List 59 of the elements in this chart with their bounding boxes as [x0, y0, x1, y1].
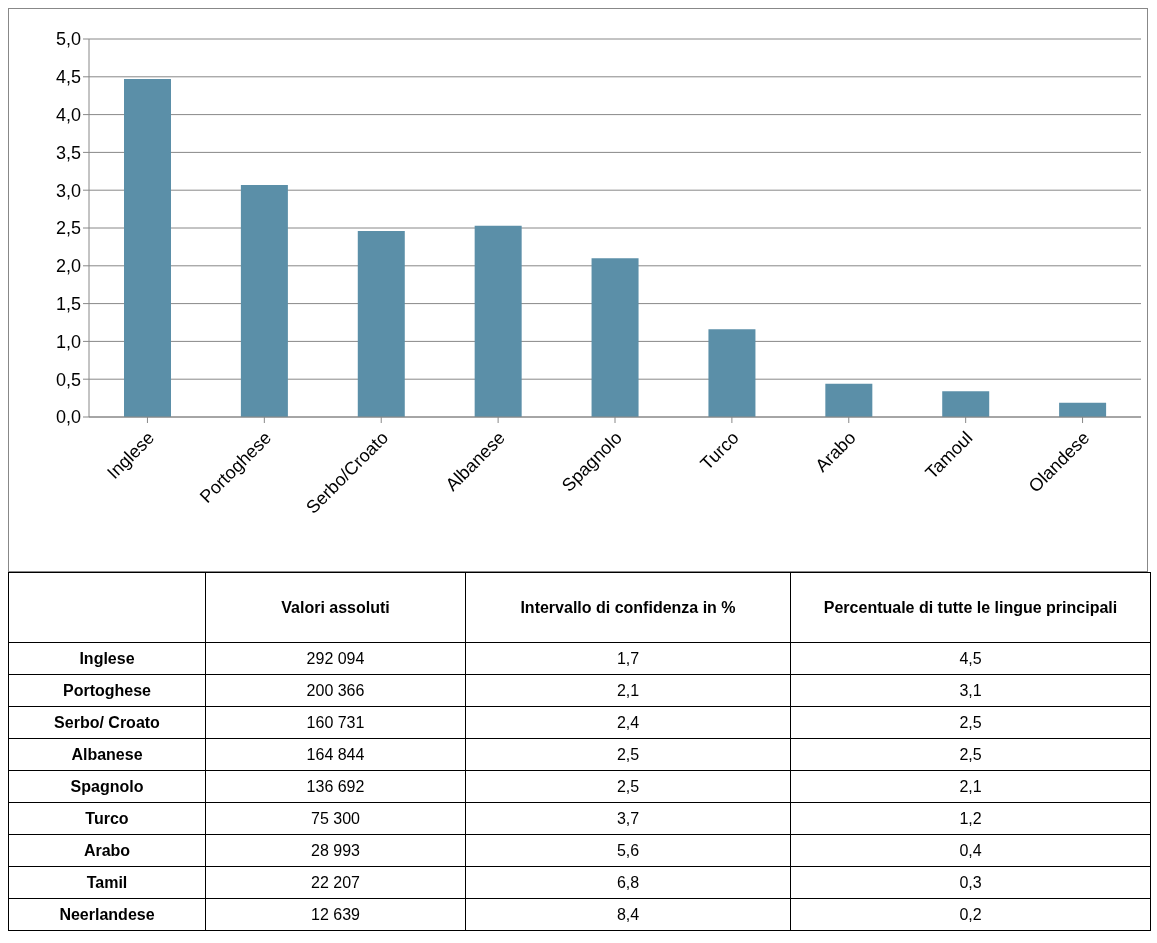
category-label: Spagnolo [8, 770, 206, 803]
data-label: 6,8 [465, 866, 791, 899]
category-label: Arabo [8, 834, 206, 867]
data-label: 0,2 [790, 898, 1151, 931]
y-tick-label: 3,5 [55, 142, 81, 163]
data-label: 164 844 [205, 738, 466, 771]
data-label: 2,1 [465, 674, 791, 707]
data-label: 2,4 [465, 706, 791, 739]
y-tick-label: 1,5 [55, 293, 81, 314]
bar [942, 391, 990, 417]
y-tick-label: 2,0 [55, 256, 81, 277]
category-label: Inglese [8, 642, 206, 675]
y-tick-label: 2,5 [55, 218, 81, 239]
data-label: 2,5 [790, 706, 1151, 739]
data-label: 1,7 [465, 642, 791, 675]
data-label: 136 692 [205, 770, 466, 803]
data-label: 2,5 [790, 738, 1151, 771]
y-tick-label: 4,5 [55, 67, 81, 88]
bar [591, 258, 639, 417]
text: Intervallo di confidenza in % [465, 572, 791, 643]
text: Valori assoluti [205, 572, 466, 643]
bar [357, 231, 405, 417]
data-label: 0,4 [790, 834, 1151, 867]
bar [708, 329, 756, 417]
category-label: Portoghese [8, 674, 206, 707]
data-label: 22 207 [205, 866, 466, 899]
data-label: 292 094 [205, 642, 466, 675]
bar [1059, 402, 1107, 417]
data-label: 12 639 [205, 898, 466, 931]
data-label: 1,2 [790, 802, 1151, 835]
data-label: 28 993 [205, 834, 466, 867]
category-label: Tamil [8, 866, 206, 899]
y-tick-label: 1,0 [55, 331, 81, 352]
y-tick-label: 5,0 [55, 29, 81, 50]
data-label: 3,7 [465, 802, 791, 835]
data-label: 4,5 [790, 642, 1151, 675]
category-label: Serbo/ Croato [8, 706, 206, 739]
data-label: 3,1 [790, 674, 1151, 707]
y-tick-label: 4,0 [55, 104, 81, 125]
data-label: 0,3 [790, 866, 1151, 899]
bar [474, 225, 522, 417]
category-label: Neerlandese [8, 898, 206, 931]
data-label: 75 300 [205, 802, 466, 835]
data-label: 160 731 [205, 706, 466, 739]
y-tick-label: 3,0 [55, 180, 81, 201]
category-label: Turco [8, 802, 206, 835]
bar [240, 184, 288, 417]
bar [124, 79, 171, 417]
data-label: 8,4 [465, 898, 791, 931]
y-tick-label: 0,0 [55, 407, 81, 428]
bar [825, 383, 873, 417]
data-label: 2,5 [465, 738, 791, 771]
y-tick-label: 0,5 [55, 369, 81, 390]
data-label: 5,6 [465, 834, 791, 867]
data-label: 200 366 [205, 674, 466, 707]
data-label: 2,1 [790, 770, 1151, 803]
data-label: 2,5 [465, 770, 791, 803]
text: Percentuale di tutte le lingue principali [790, 572, 1151, 643]
category-label: Albanese [8, 738, 206, 771]
